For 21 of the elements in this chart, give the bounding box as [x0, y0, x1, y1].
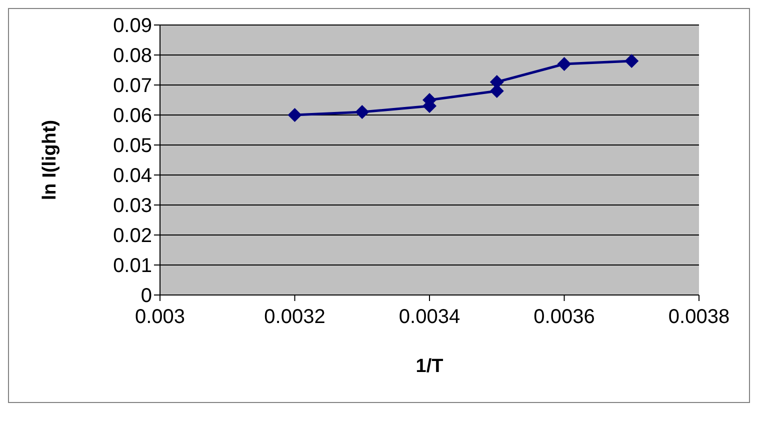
y-tick-label: 0.03 — [113, 195, 152, 218]
y-tick-label: 0.09 — [113, 15, 152, 38]
y-tick-label: 0.08 — [113, 45, 152, 68]
x-tick-label: 0.0034 — [398, 306, 460, 328]
x-tick-label: 0.0038 — [668, 306, 730, 328]
point — [557, 57, 572, 71]
y-tick-label: 0.01 — [113, 255, 152, 278]
x-tick-label: 0.0032 — [264, 306, 326, 328]
y-tick-label: 0 — [140, 285, 152, 308]
point — [288, 108, 302, 122]
y-tick-label: 0.04 — [113, 165, 152, 188]
y-axis-title: ln I(light) — [40, 120, 61, 200]
point — [355, 105, 370, 119]
x-axis-title: 1/T — [416, 356, 444, 377]
y-tick-label: 0.05 — [113, 135, 152, 158]
x-tick-label: 0.0036 — [534, 306, 595, 328]
y-tick-label: 0.07 — [113, 75, 152, 98]
x-tick-label: 0.003 — [134, 306, 186, 328]
point — [624, 54, 639, 68]
y-tick-label: 0.02 — [113, 225, 152, 248]
y-tick-label: 0.06 — [113, 105, 152, 128]
